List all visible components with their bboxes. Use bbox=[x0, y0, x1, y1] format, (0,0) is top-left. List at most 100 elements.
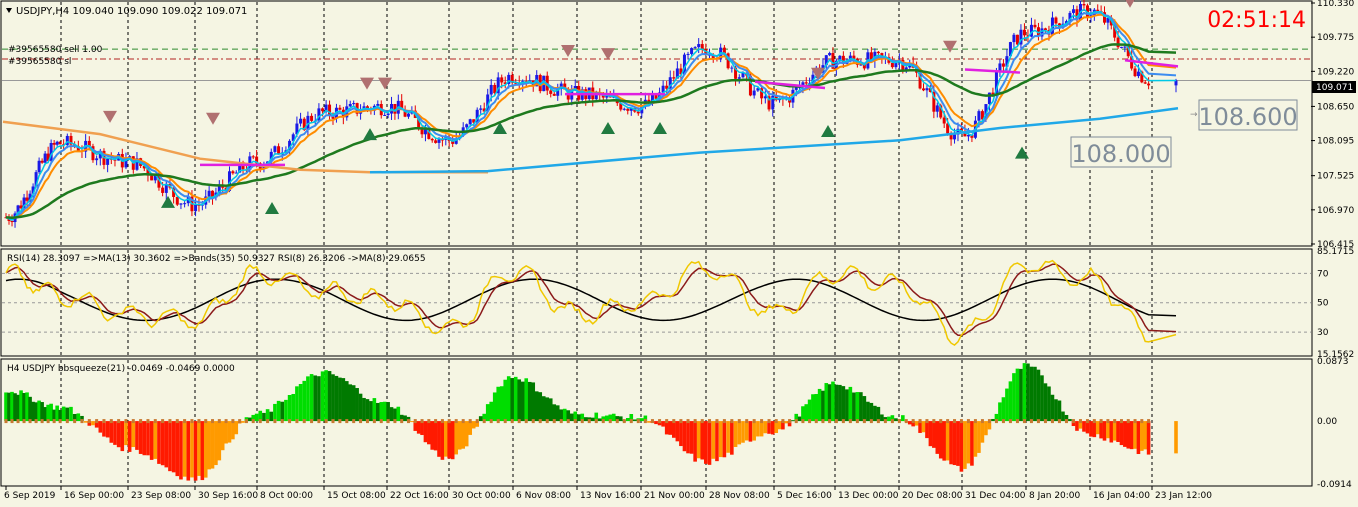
candle-body bbox=[175, 196, 179, 205]
squeeze-bar bbox=[471, 421, 476, 429]
rsi-plot[interactable] bbox=[5, 259, 1177, 347]
candle-body bbox=[711, 54, 715, 59]
squeeze-bar bbox=[938, 421, 943, 459]
collapse-triangle-icon[interactable] bbox=[6, 8, 12, 13]
squeeze-zero-dot bbox=[73, 419, 77, 424]
sell-signal-arrow-icon bbox=[943, 40, 957, 53]
magenta-segment-2 bbox=[754, 80, 826, 90]
level-box-1[interactable]: → 108.600 bbox=[1190, 99, 1298, 131]
time-tick-label: 8 Oct 00:00 bbox=[260, 491, 313, 501]
candle-body bbox=[76, 146, 80, 151]
candle-body bbox=[194, 204, 198, 212]
squeeze-bar bbox=[689, 421, 694, 454]
buy-signal-arrow-icon bbox=[493, 121, 507, 134]
rsi-tick-label: 30 bbox=[1317, 328, 1329, 338]
candle-body bbox=[146, 168, 150, 176]
time-tick-label: 13 Nov 16:00 bbox=[580, 491, 641, 501]
squeeze-zero-dot bbox=[4, 419, 8, 424]
squeeze-bar bbox=[65, 407, 70, 422]
squeeze-bar bbox=[538, 392, 543, 422]
panel-frames bbox=[0, 0, 1313, 487]
squeeze-zero-dot bbox=[862, 419, 866, 424]
candle-body bbox=[675, 68, 679, 79]
squeeze-bar bbox=[1029, 366, 1034, 422]
squeeze-bar bbox=[83, 421, 88, 423]
squeeze-zero-dot bbox=[1050, 419, 1054, 424]
candle-body bbox=[65, 135, 69, 145]
candle-body bbox=[904, 67, 908, 70]
squeeze-bar bbox=[344, 381, 349, 422]
squeeze-bar bbox=[430, 421, 435, 450]
candle-body bbox=[328, 104, 332, 116]
squeeze-zero-dot bbox=[580, 419, 584, 424]
squeeze-bar bbox=[241, 421, 245, 423]
squeeze-zero-dot bbox=[700, 419, 704, 424]
squeeze-bar bbox=[601, 416, 606, 422]
squeeze-bar bbox=[327, 371, 332, 422]
candle-body bbox=[1123, 46, 1127, 48]
candle-body bbox=[468, 119, 472, 125]
candle-body bbox=[650, 94, 654, 105]
time-tick-label: 22 Oct 16:00 bbox=[390, 491, 449, 501]
squeeze-bar bbox=[1015, 368, 1020, 422]
squeeze-zero-dot bbox=[175, 419, 179, 424]
price-tick-label: 109.220 bbox=[1317, 67, 1354, 77]
candle-body bbox=[1126, 46, 1130, 57]
squeeze-bar bbox=[807, 399, 812, 422]
main-price-plot[interactable] bbox=[2, 0, 1311, 228]
squeeze-bar bbox=[203, 421, 208, 478]
squeeze-zero-dot bbox=[40, 419, 44, 424]
squeeze-zero-dot bbox=[841, 419, 845, 424]
squeeze-bar bbox=[171, 421, 176, 473]
level-box-2[interactable]: 108.000 bbox=[1070, 136, 1172, 168]
squeeze-bar bbox=[615, 416, 620, 422]
level-box-1-frame bbox=[1198, 99, 1298, 131]
squeeze-bar bbox=[704, 421, 708, 464]
squeeze-zero-dot bbox=[447, 419, 451, 424]
squeeze-bar bbox=[94, 421, 99, 428]
squeeze-bar bbox=[55, 405, 59, 422]
candle-body bbox=[238, 162, 242, 173]
squeeze-zero-dot bbox=[1008, 419, 1012, 424]
candle-body bbox=[400, 100, 404, 111]
squeeze-bar bbox=[120, 421, 125, 452]
squeeze-bar bbox=[210, 421, 215, 469]
candle-body bbox=[510, 74, 514, 83]
candle-body bbox=[1103, 12, 1107, 23]
squeeze-zero-dot bbox=[814, 419, 818, 424]
squeeze-bar bbox=[817, 388, 822, 422]
squeeze-bar bbox=[883, 417, 888, 422]
squeeze-zero-dot bbox=[52, 419, 56, 424]
candle-body bbox=[95, 158, 99, 161]
squeeze-bar bbox=[686, 421, 690, 454]
candle-body bbox=[991, 92, 995, 96]
squeeze-zero-dot bbox=[1085, 419, 1089, 424]
squeeze-plot[interactable] bbox=[4, 363, 1178, 481]
squeeze-bar bbox=[784, 421, 789, 424]
candle-body bbox=[693, 47, 697, 49]
squeeze-bar bbox=[16, 394, 20, 422]
squeeze-zero-dot bbox=[767, 419, 771, 424]
candle-body bbox=[172, 187, 176, 197]
squeeze-bar bbox=[1129, 421, 1134, 450]
squeeze-zero-dot bbox=[420, 419, 424, 424]
squeeze-zero-dot bbox=[1126, 419, 1130, 424]
squeeze-zero-dot bbox=[752, 419, 756, 424]
squeeze-bar bbox=[76, 413, 81, 422]
squeeze-bar bbox=[40, 402, 44, 422]
squeeze-zero-dot bbox=[629, 419, 633, 424]
squeeze-bar bbox=[1033, 366, 1037, 422]
squeeze-bar bbox=[748, 421, 753, 442]
squeeze-bar bbox=[207, 421, 211, 470]
candle-body bbox=[734, 67, 738, 79]
squeeze-zero-dot bbox=[168, 419, 172, 424]
candle-body bbox=[482, 108, 486, 112]
price-tick-label: 108.095 bbox=[1317, 137, 1354, 147]
magenta-segment-4 bbox=[1124, 59, 1179, 68]
squeeze-zero-dot bbox=[745, 419, 749, 424]
squeeze-zero-dot bbox=[80, 419, 84, 424]
squeeze-zero-dot bbox=[489, 419, 493, 424]
buy-signal-arrow-icon bbox=[601, 121, 615, 134]
squeeze-bar bbox=[932, 421, 936, 448]
ema-orange-line bbox=[5, 13, 1177, 220]
